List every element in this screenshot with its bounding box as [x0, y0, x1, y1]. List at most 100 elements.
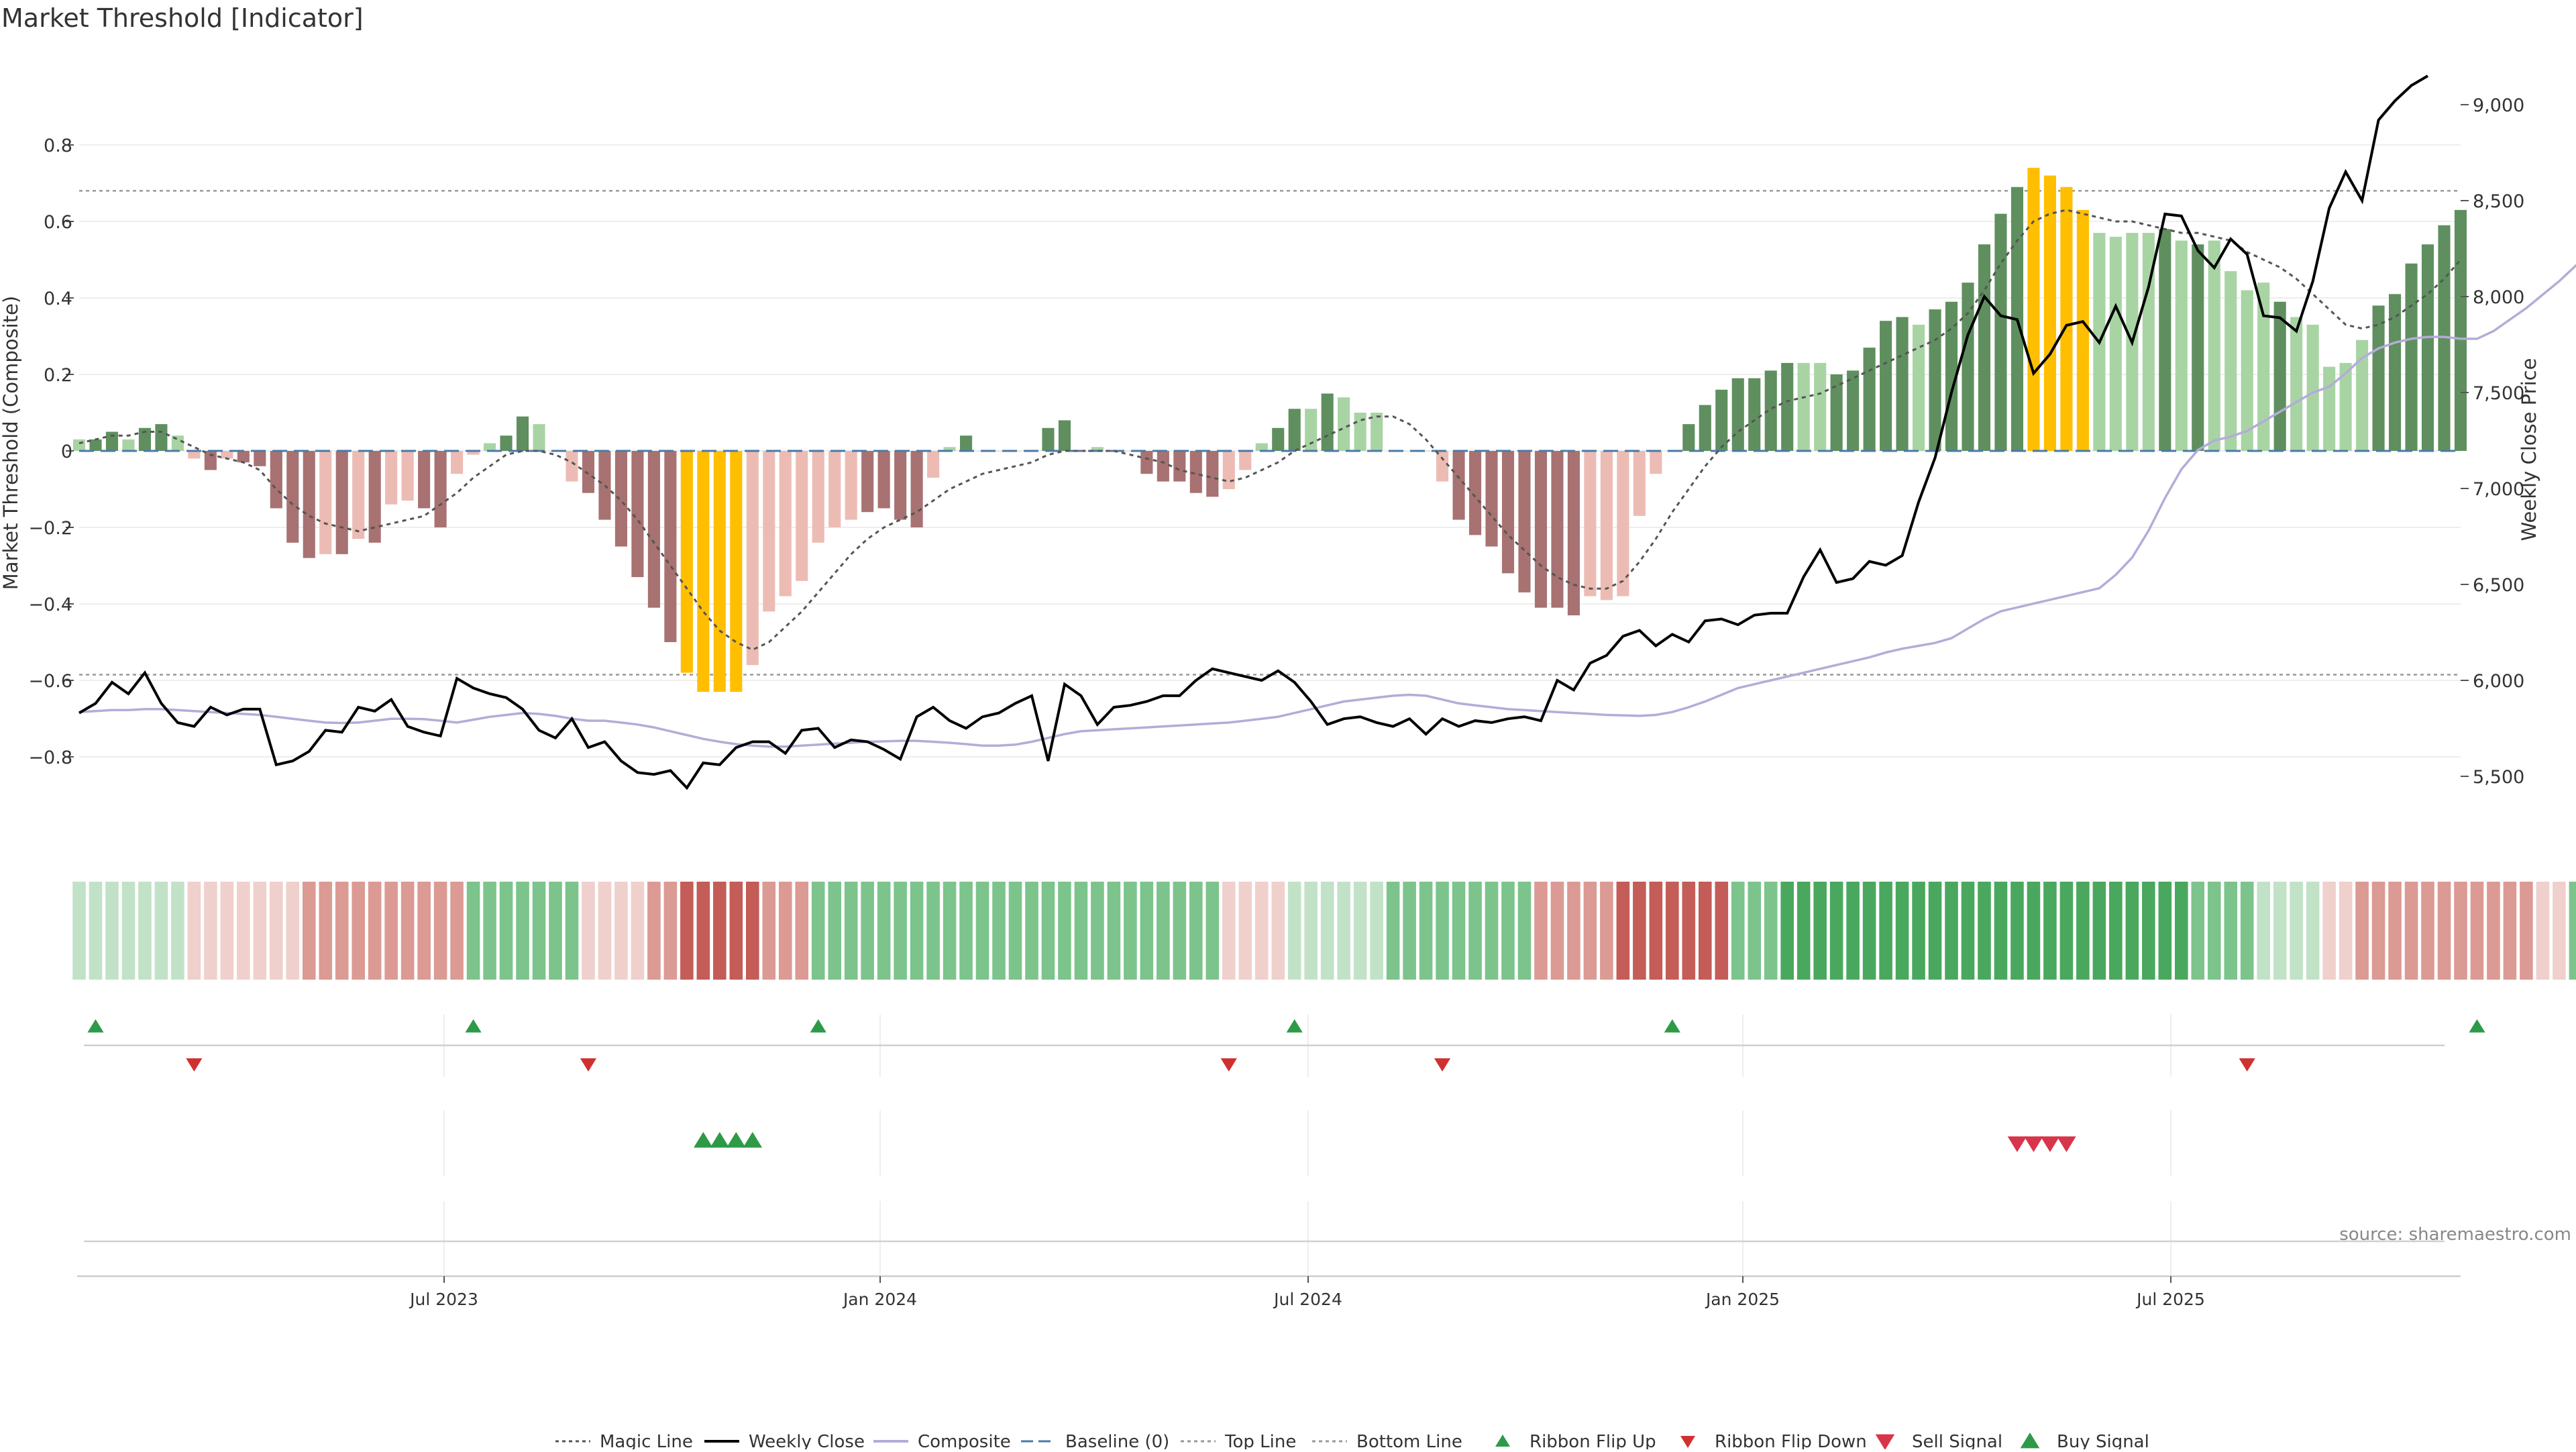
ribbon-cell [2257, 882, 2270, 980]
ribbon-cell [1386, 882, 1400, 980]
bar [1321, 393, 1334, 451]
bar [1452, 451, 1465, 520]
legend-label: Sell Signal [1912, 1432, 2002, 1449]
bar [992, 451, 1006, 452]
ribbon-cell [1699, 882, 1712, 980]
bar [1847, 370, 1860, 451]
bar [680, 451, 693, 673]
ribbon-cell [154, 882, 168, 980]
legend-label: Ribbon Flip Up [1529, 1432, 1656, 1449]
bar [1797, 362, 1810, 451]
bar [2257, 282, 2270, 451]
bar [1830, 374, 1843, 451]
ribbon-cell [89, 882, 103, 980]
bar [1682, 424, 1695, 451]
bar [582, 451, 595, 493]
y-tick-label: −0.2 [28, 518, 72, 539]
ribbon-cell [1945, 882, 1958, 980]
bar [1157, 451, 1169, 482]
bar [2405, 263, 2418, 451]
bar [286, 451, 299, 543]
ribbon-cell [2109, 882, 2123, 980]
ribbon-cell [286, 882, 300, 980]
bar [368, 451, 381, 543]
ribbon-cell [2191, 882, 2205, 980]
ribbon-cell [1517, 882, 1532, 980]
y2-tick-label: 6,500 [2473, 575, 2524, 596]
bar [1140, 451, 1153, 474]
sell-signal-marker [2057, 1136, 2076, 1152]
ribbon-cell [1829, 882, 1843, 980]
ribbon-cell [1846, 882, 1860, 980]
bar [188, 451, 201, 459]
ribbon-cell [1780, 882, 1794, 980]
bar [237, 451, 250, 463]
weekly-close-line [78, 74, 2429, 790]
bar [1501, 451, 1515, 574]
bar [2027, 168, 2040, 451]
y2-tick-label: 6,000 [2473, 671, 2524, 692]
ribbon-cell [1337, 882, 1350, 980]
ribbon-cell [1633, 882, 1646, 980]
bar [352, 451, 365, 539]
ribbon-cell [549, 882, 562, 980]
ribbon-cell [1124, 882, 1137, 980]
x-tick-label: Jul 2025 [2135, 1290, 2205, 1309]
ribbon-cell [1748, 882, 1762, 980]
bar [1468, 451, 1482, 535]
bar [2356, 340, 2369, 451]
bar [779, 451, 792, 597]
ribbon-cell [1287, 882, 1301, 980]
ribbon-cell [2536, 882, 2550, 980]
y2-tick-label: 7,000 [2473, 479, 2524, 500]
ribbon-cell [2454, 882, 2467, 980]
bar [2043, 175, 2056, 451]
ribbon-cell [1994, 882, 2008, 980]
bar [467, 451, 480, 455]
x-tick-label: Jul 2023 [409, 1290, 478, 1309]
ribbon-cell [1304, 882, 1318, 980]
composite-line [78, 264, 2576, 748]
sell-signal-marker [2040, 1136, 2060, 1152]
ribbon-cell [1107, 882, 1121, 980]
ribbon-cell [2503, 882, 2517, 980]
y-tick-label: −0.6 [28, 671, 72, 692]
ribbon-cell [992, 882, 1006, 980]
ribbon-cell [1567, 882, 1580, 980]
legend-label: Top Line [1224, 1432, 1296, 1449]
ribbon-flip-down-marker [580, 1058, 597, 1072]
bar [89, 439, 102, 451]
ribbon-flip-down-marker [186, 1058, 203, 1072]
bar [254, 451, 266, 466]
ribbon-cell [2059, 882, 2074, 980]
bar [2306, 324, 2319, 451]
ribbon-cell [1978, 882, 1991, 980]
ribbon-cell [352, 882, 365, 980]
ribbon-cell [253, 882, 267, 980]
bar [713, 451, 726, 692]
ribbon-cell [302, 882, 316, 980]
ribbon-cell [1140, 882, 1154, 980]
ribbon-flip-up-marker [465, 1019, 482, 1033]
ribbon-cell [647, 882, 661, 980]
bar [270, 451, 282, 509]
ribbon-cell [1205, 882, 1220, 980]
ribbon-cell [2240, 882, 2254, 980]
bar [1945, 301, 1958, 451]
chart-title: Market Threshold [Indicator] [1, 3, 364, 33]
ribbon-cell [2158, 882, 2172, 980]
ribbon-cell [1928, 882, 1942, 980]
ribbon-cell [894, 882, 907, 980]
bar [647, 451, 660, 608]
left-axis: 0.8 0.6 0.4 0.2 0 −0.2 −0.4 −0.6 −0.8 [28, 136, 74, 768]
ribbon-cell [2470, 882, 2484, 980]
y2-tick-label: 8,500 [2473, 191, 2524, 212]
ribbon-cell [2092, 882, 2106, 980]
bar [1994, 213, 2007, 451]
bar [796, 451, 808, 581]
ribbon-cell [2306, 882, 2320, 980]
legend-swatch [1495, 1435, 1510, 1447]
bar [1485, 451, 1498, 547]
ribbon-cell [466, 882, 480, 980]
ribbon-cell [943, 882, 957, 980]
